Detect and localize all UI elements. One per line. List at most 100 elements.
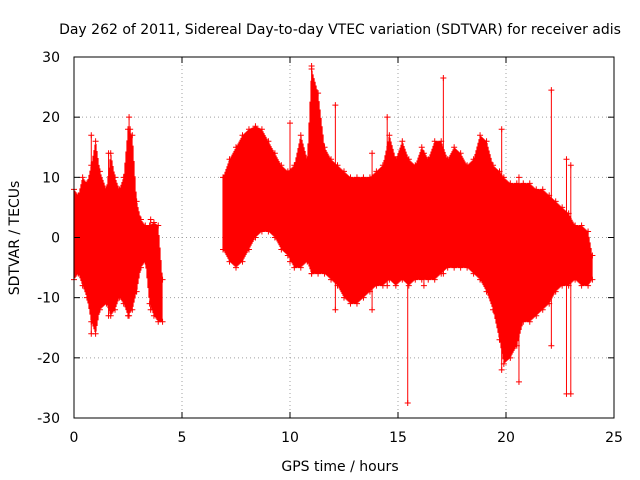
chart-title: Day 262 of 2011, Sidereal Day-to-day VTE… [59,22,621,38]
axis-ticks [73,56,615,419]
data-point [578,222,585,229]
data-point [431,276,438,283]
data-point [451,144,458,151]
data-point [112,174,119,181]
y-tick-label: 10 [42,170,60,186]
data-point [258,228,265,235]
data-point [379,162,386,169]
data-point [552,288,559,295]
data-point [360,294,367,301]
data-point [490,162,497,169]
data-point [133,198,140,205]
spike-point [548,342,555,349]
data-point [75,192,82,199]
spike-point [127,306,134,313]
data-point [137,264,144,271]
data-point [79,174,86,181]
spike-point [515,378,522,385]
data-point [477,276,484,283]
x-tick-label: 10 [281,430,299,446]
data-point [451,264,458,271]
y-tick-label: -30 [37,411,60,427]
data-point [483,288,490,295]
data-point [347,174,354,181]
data-point [96,168,103,175]
data-point [265,228,272,235]
data-point [328,276,335,283]
data-point [291,162,298,169]
data-point [137,216,144,223]
data-point [96,306,103,313]
spike-point [332,306,339,313]
spike-point [420,282,427,289]
data-point [265,138,272,145]
data-point [457,150,464,157]
data-point [159,276,166,283]
spike-point [308,63,315,70]
segment-1 [71,114,166,337]
data-point [252,123,259,130]
spike-point [88,330,95,337]
data-point [146,300,153,307]
spike-point [332,102,339,109]
spike-point [147,216,154,223]
data-point [83,294,90,301]
data-point [464,162,471,169]
data-point [585,228,592,235]
data-point [146,222,153,229]
spike-point [567,390,574,397]
y-tick-label: -10 [37,291,60,307]
data-point [425,276,432,283]
data-point [159,318,166,325]
data-point [353,174,360,181]
data-point [399,276,406,283]
spike-point [369,306,376,313]
data-point [315,90,322,97]
data-point [321,270,328,277]
spike-point [147,306,154,313]
data-point [220,246,227,253]
data-point [520,180,527,187]
data-point [341,294,347,301]
data-point [347,300,354,307]
data-point [297,264,304,271]
data-point [444,264,451,271]
segment-2 [220,63,596,406]
data-point [271,150,278,157]
data-point [589,276,596,283]
data-point [353,300,360,307]
x-tick-label: 20 [497,430,515,446]
data-point [239,132,246,139]
spike-point [384,114,391,121]
y-tick-label: 30 [42,50,60,66]
data-point [457,264,464,271]
data-point [507,354,514,361]
x-axis-label: GPS time / hours [281,459,398,475]
data-point [304,258,311,265]
spike-point [287,120,293,127]
data-point [83,180,90,187]
data-point [315,270,322,277]
data-point [399,138,406,145]
data-point [239,258,246,265]
data-point [418,144,425,151]
data-point [533,312,540,319]
spike-point [88,132,95,139]
data-point [233,264,239,271]
spike-point [287,258,293,265]
data-point [477,132,484,139]
data-point [278,246,285,253]
data-point [444,156,451,163]
data-point [150,219,157,226]
spike-point [567,162,574,169]
data-point [226,258,233,265]
x-tick-label: 15 [389,430,407,446]
data-point [373,282,380,289]
data-point [539,186,546,193]
data-point [431,138,438,145]
spike-point [127,126,134,133]
data-point [585,282,592,289]
data-point [559,204,566,211]
spike-point [420,150,427,157]
data-point [405,156,412,163]
